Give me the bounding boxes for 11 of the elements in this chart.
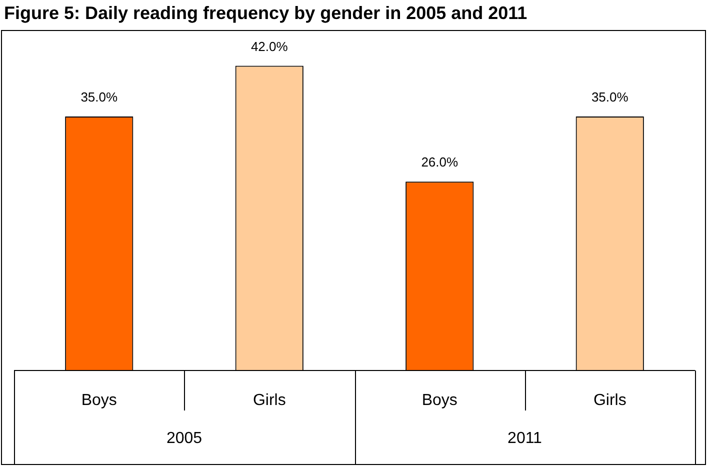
x-tick-label: 2005	[166, 430, 202, 447]
chart-title: Figure 5: Daily reading frequency by gender in 2005 and 2011	[4, 2, 528, 23]
text: Boys	[422, 392, 458, 409]
data-label: 35.0%	[80, 90, 118, 105]
data-label: 26.0%	[421, 154, 458, 170]
x-tick-label: 2011	[508, 430, 542, 447]
text: Girls	[593, 392, 626, 409]
data-label: 42.0%	[250, 38, 288, 54]
series-label: Boys	[81, 392, 117, 409]
data-label: 35.0%	[591, 90, 629, 105]
series-label: Girls	[252, 392, 286, 409]
